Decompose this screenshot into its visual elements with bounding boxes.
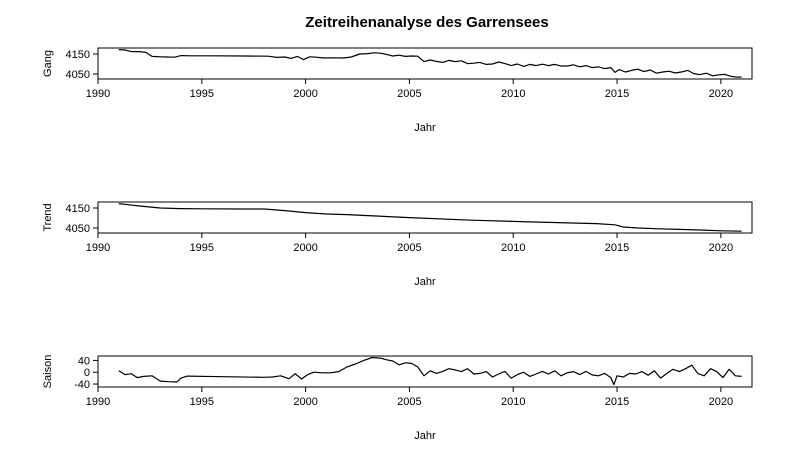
saison-x-tick-label: 2005 <box>397 396 421 408</box>
gang-x-tick-label: 2000 <box>293 88 317 100</box>
gang-x-tick-label: 2015 <box>605 88 629 100</box>
chart-title: Zeitreihenanalyse des Garrensees <box>305 14 548 31</box>
trend-plot-frame <box>97 201 753 234</box>
gang-x-tick-label: 2010 <box>501 88 525 100</box>
saison-y-tick-label: -40 <box>74 379 90 391</box>
gang-x-tick-label: 2020 <box>709 88 733 100</box>
trend-x-tick-label: 1990 <box>86 242 110 254</box>
gang-x-axis-label: Jahr <box>414 122 436 134</box>
gang-y-tick-label: 4150 <box>66 49 90 61</box>
panel-gang: 1990 1995 2000 2005 2010 2015 2020 4050 4150 Gang… <box>42 47 753 134</box>
trend-x-tick-label: 2005 <box>397 242 421 254</box>
saison-x-tick-label: 1990 <box>86 396 110 408</box>
gang-y-axis-label: Gang <box>42 50 54 77</box>
saison-x-tick-label: 2015 <box>605 396 629 408</box>
trend-y-tick-label: 4150 <box>66 203 90 215</box>
trend-x-axis-label: Jahr <box>414 276 436 288</box>
trend-x-tick-label: 2020 <box>709 242 733 254</box>
trend-y-tick-label: 4050 <box>66 223 90 235</box>
trend-x-tick-label: 2015 <box>605 242 629 254</box>
panels: 1990 1995 2000 2005 2010 2015 2020 4050 4150 Gang… <box>42 47 753 442</box>
saison-x-axis-label: Jahr <box>414 430 436 442</box>
gang-x-tick-label: 1995 <box>190 88 214 100</box>
trend-x-tick-label: 1995 <box>190 242 214 254</box>
saison-series-line <box>118 356 742 386</box>
panel-trend: 1990 1995 2000 2005 2010 2015 2020 4050 4150 Tren… <box>42 201 753 288</box>
trend-y-axis-label: Trend <box>42 203 54 231</box>
trend-series-line <box>118 203 742 232</box>
trend-x-tick-label: 2000 <box>293 242 317 254</box>
saison-y-axis-label: Saison <box>42 355 54 389</box>
saison-x-tick-label: 1995 <box>190 396 214 408</box>
saison-x-tick-label: 2020 <box>709 396 733 408</box>
saison-plot-frame <box>97 355 753 388</box>
trend-x-tick-label: 2010 <box>501 242 525 254</box>
gang-y-tick-label: 4050 <box>66 69 90 81</box>
gang-series-line <box>118 49 742 78</box>
gang-x-tick-label: 1990 <box>86 88 110 100</box>
gang-x-tick-label: 2005 <box>397 88 421 100</box>
gang-plot-frame <box>97 47 753 80</box>
saison-y-tick-label: 40 <box>78 355 90 367</box>
saison-x-tick-label: 2000 <box>293 396 317 408</box>
saison-y-tick-label: 0 <box>84 367 90 379</box>
saison-x-tick-label: 2010 <box>501 396 525 408</box>
